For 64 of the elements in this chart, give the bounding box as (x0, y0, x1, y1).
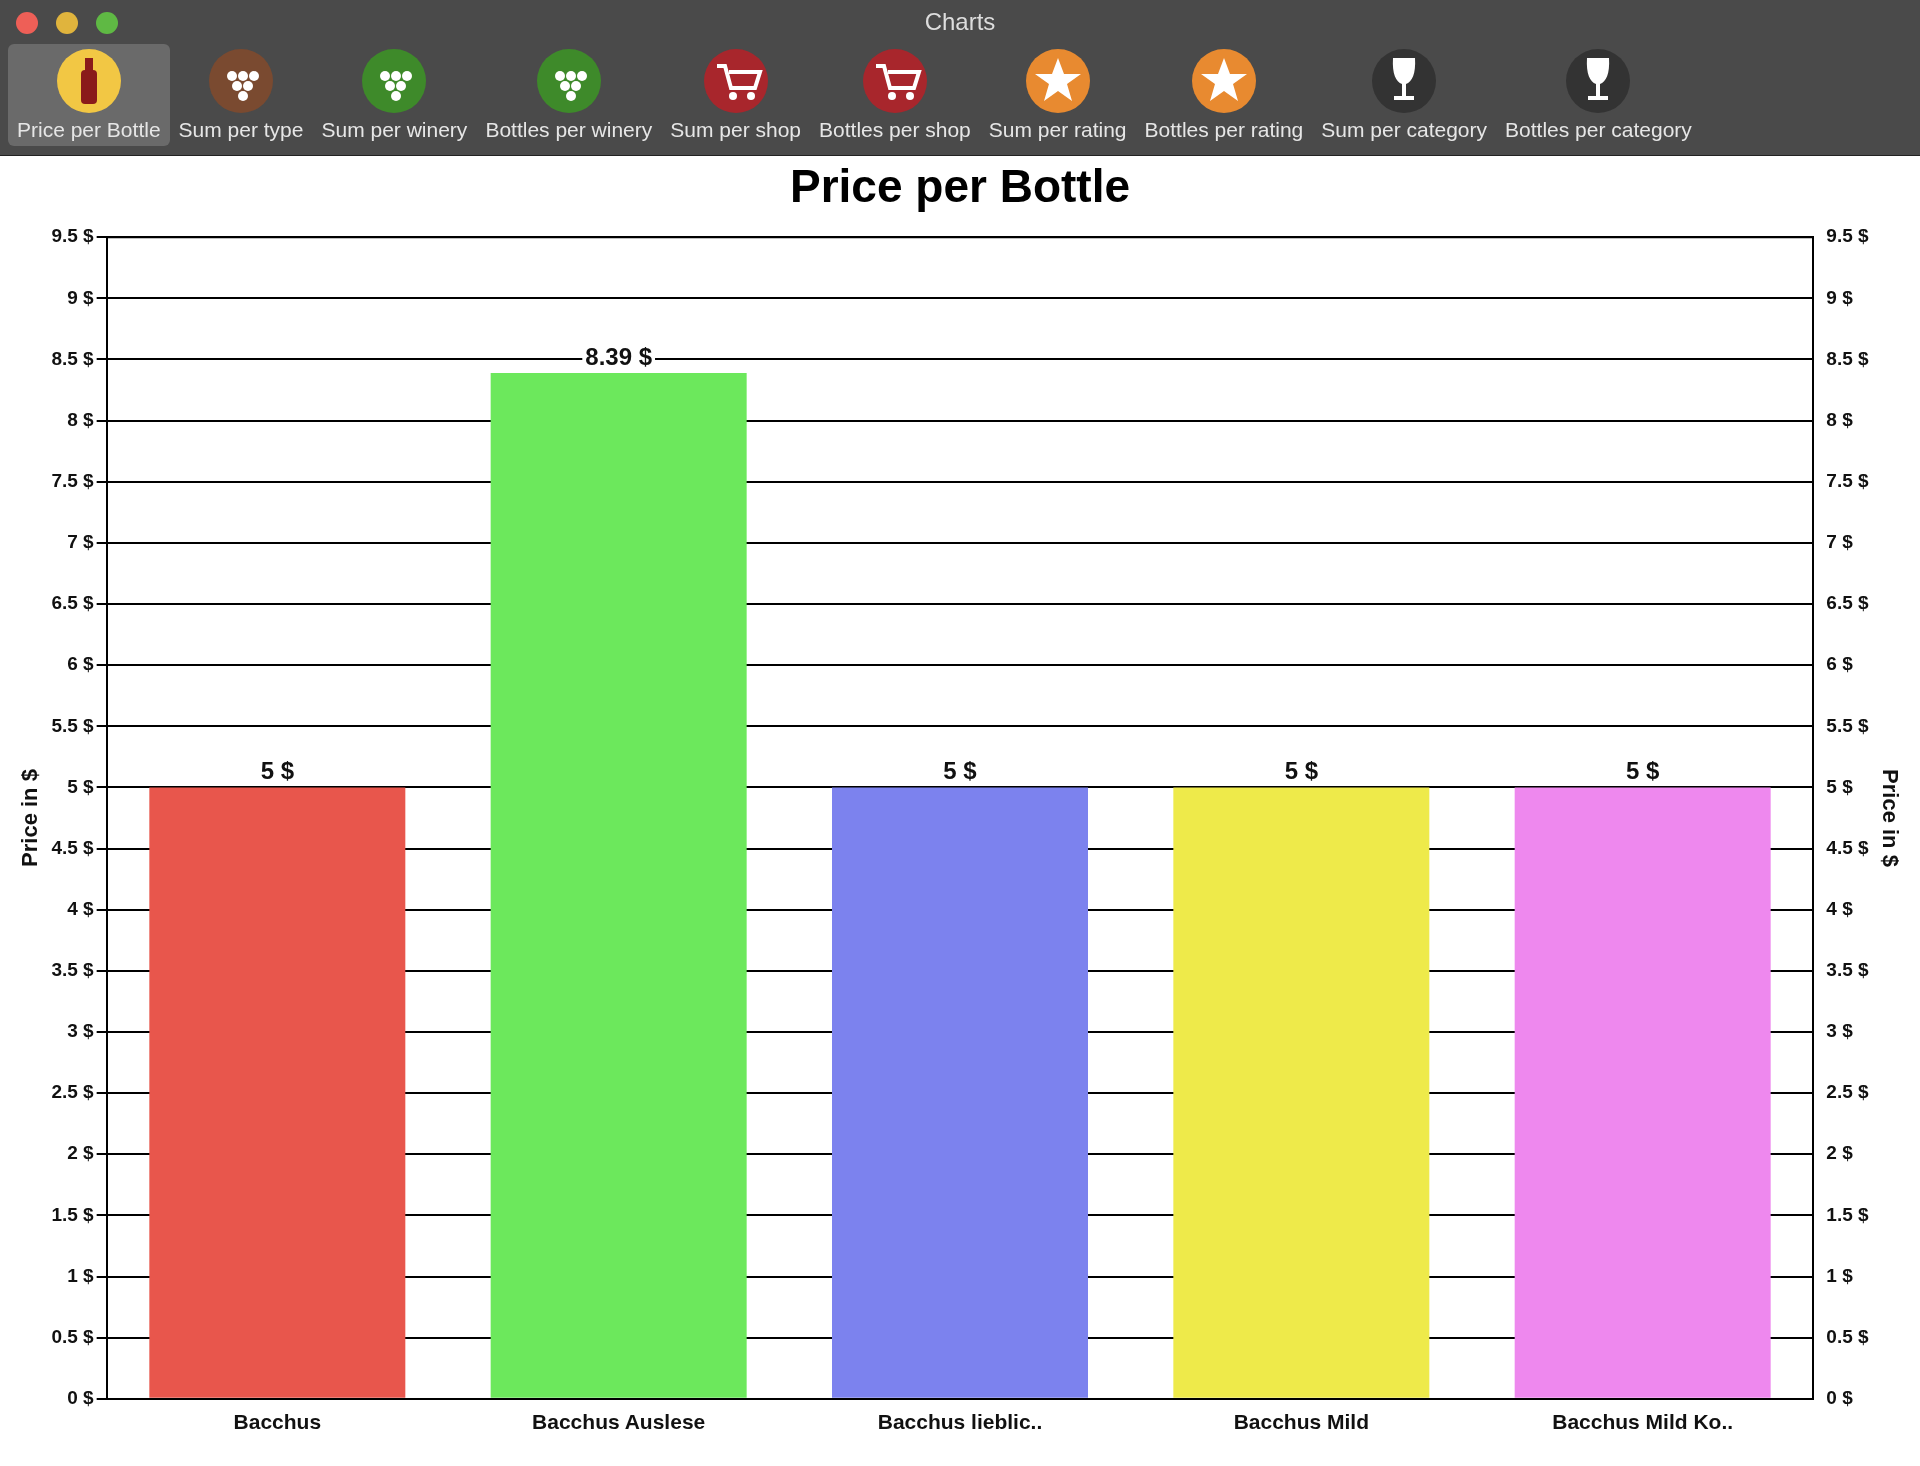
y2-tick-label: 1.5 $ (1826, 1203, 1870, 1225)
y2-tick-label: 3 $ (1826, 1020, 1854, 1042)
y2-tick-label: 0.5 $ (1826, 1325, 1870, 1347)
text: Sum per type (178, 118, 304, 142)
y2-tick-label: 6.5 $ (1826, 592, 1870, 614)
y2-tick-label: 1 $ (1826, 1264, 1854, 1286)
data-label: 5 $ (1625, 757, 1660, 785)
data-label: 8.39 $ (585, 342, 653, 370)
y2-tick-label: 5.5 $ (1826, 714, 1870, 736)
y2-tick-label: 8.5 $ (1826, 347, 1870, 369)
y2-tick-label: 9 $ (1826, 286, 1854, 308)
y2-tick-label: 4 $ (1826, 897, 1854, 919)
y-tick-label: 7.5 $ (51, 469, 95, 491)
text: Sum per winery (321, 118, 468, 142)
y-tick-label: 0.5 $ (51, 1325, 95, 1347)
x-tick-label: Bacchus lieblic.. (877, 1410, 1043, 1434)
y-tick-label: 2.5 $ (51, 1081, 95, 1103)
data-label: 5 $ (1284, 757, 1319, 785)
y-tick-label: 1.5 $ (51, 1203, 95, 1225)
y2-tick-label: 8 $ (1826, 408, 1854, 430)
text: Charts (923, 8, 997, 36)
y-tick-label: 6 $ (67, 653, 95, 675)
x-tick-label: Bacchus (233, 1410, 322, 1434)
y-tick-label: 1 $ (67, 1264, 95, 1286)
y2-tick-label: 7.5 $ (1826, 469, 1870, 491)
data-label: 5 $ (260, 757, 295, 785)
y-tick-label: 4 $ (67, 897, 95, 919)
text: Bottles per shop (819, 118, 971, 142)
y-tick-label: 7 $ (67, 531, 95, 553)
text: Sum per category (1321, 118, 1488, 142)
y-tick-label: 0 $ (67, 1387, 95, 1409)
y-tick-label: 8 $ (67, 408, 95, 430)
y-tick-label: 6.5 $ (51, 592, 95, 614)
y2-tick-label: 0 $ (1826, 1387, 1854, 1409)
x-tick-label: Bacchus Mild Ko.. (1552, 1410, 1734, 1434)
y-axis-title: Price in $ (17, 769, 43, 867)
text: Sum per rating (988, 118, 1127, 142)
y2-tick-label: 7 $ (1826, 531, 1854, 553)
y-tick-label: 3.5 $ (51, 959, 95, 981)
y2-tick-label: 5 $ (1826, 775, 1854, 797)
text: Sum per shop (670, 118, 802, 142)
text: Bottles per rating (1144, 118, 1304, 142)
text: Bottles per winery (485, 118, 653, 142)
x-tick-label: Bacchus Mild (1233, 1410, 1370, 1434)
chart-title: Price per Bottle (790, 160, 1130, 213)
text: Price per Bottle (17, 118, 161, 142)
y-tick-label: 8.5 $ (51, 347, 95, 369)
data-label: 5 $ (943, 757, 978, 785)
y2-tick-label: 9.5 $ (1826, 225, 1870, 247)
x-tick-label: Bacchus Auslese (532, 1410, 706, 1434)
y2-axis-title: Price in $ (1877, 769, 1903, 867)
y-tick-label: 5.5 $ (51, 714, 95, 736)
y2-tick-label: 3.5 $ (1826, 959, 1870, 981)
y2-tick-label: 2.5 $ (1826, 1081, 1870, 1103)
y-tick-label: 9 $ (67, 286, 95, 308)
y2-tick-label: 2 $ (1826, 1142, 1854, 1164)
y-tick-label: 5 $ (67, 775, 95, 797)
y2-tick-label: 4.5 $ (1826, 836, 1870, 858)
y-tick-label: 9.5 $ (51, 225, 95, 247)
y2-tick-label: 6 $ (1826, 653, 1854, 675)
y-tick-label: 3 $ (67, 1020, 95, 1042)
y-tick-label: 4.5 $ (51, 836, 95, 858)
y-tick-label: 2 $ (67, 1142, 95, 1164)
text: Bottles per category (1505, 118, 1692, 142)
